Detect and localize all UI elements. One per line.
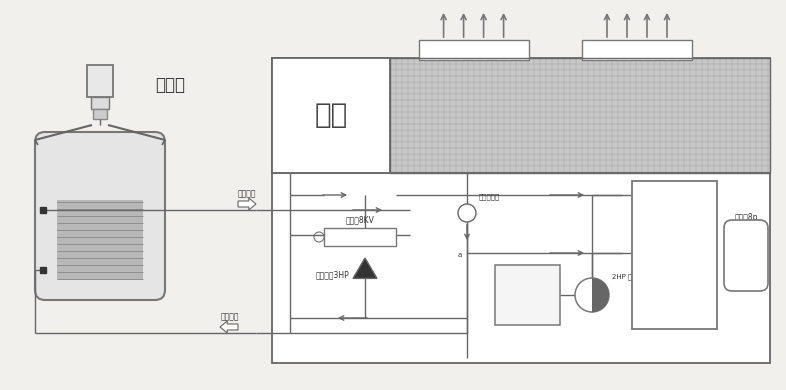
Wedge shape: [592, 278, 609, 312]
Bar: [495, 265, 560, 325]
Circle shape: [532, 274, 546, 288]
Bar: [632, 181, 717, 329]
Circle shape: [458, 204, 476, 222]
Bar: [57, 200, 143, 280]
Text: 2HP 内循环压缩机: 2HP 内循环压缩机: [612, 274, 653, 280]
Bar: [87, 65, 113, 97]
Bar: [390, 58, 770, 173]
FancyBboxPatch shape: [724, 220, 768, 291]
Circle shape: [314, 232, 324, 242]
Text: 压缩机8p: 压缩机8p: [734, 213, 758, 222]
Circle shape: [502, 274, 516, 288]
FancyBboxPatch shape: [35, 132, 165, 300]
Polygon shape: [238, 198, 256, 210]
Text: 电箱: 电箱: [314, 101, 347, 129]
Circle shape: [502, 298, 516, 312]
Text: 外循环泵3HP: 外循环泵3HP: [316, 271, 350, 280]
Bar: [93, 109, 107, 119]
Circle shape: [517, 274, 531, 288]
Bar: [582, 40, 692, 60]
Circle shape: [517, 298, 531, 312]
Bar: [272, 58, 770, 363]
Text: 冷却气动阀: 冷却气动阀: [479, 194, 500, 200]
Circle shape: [575, 278, 609, 312]
Text: 搅拌罐: 搅拌罐: [155, 76, 185, 94]
Bar: [91, 97, 109, 109]
Bar: [324, 228, 396, 246]
Text: 冷油箱: 冷油箱: [669, 245, 679, 265]
Bar: [390, 58, 770, 173]
Text: 板式换: 板式换: [520, 291, 534, 300]
Polygon shape: [220, 321, 238, 333]
Polygon shape: [353, 258, 377, 278]
Circle shape: [532, 298, 546, 312]
Text: 媒介出口: 媒介出口: [237, 189, 256, 198]
Text: a: a: [457, 252, 462, 258]
Text: 媒介进口: 媒介进口: [221, 312, 239, 321]
Bar: [419, 40, 529, 60]
Bar: [272, 58, 390, 173]
Text: 电加热8KV: 电加热8KV: [346, 215, 374, 224]
